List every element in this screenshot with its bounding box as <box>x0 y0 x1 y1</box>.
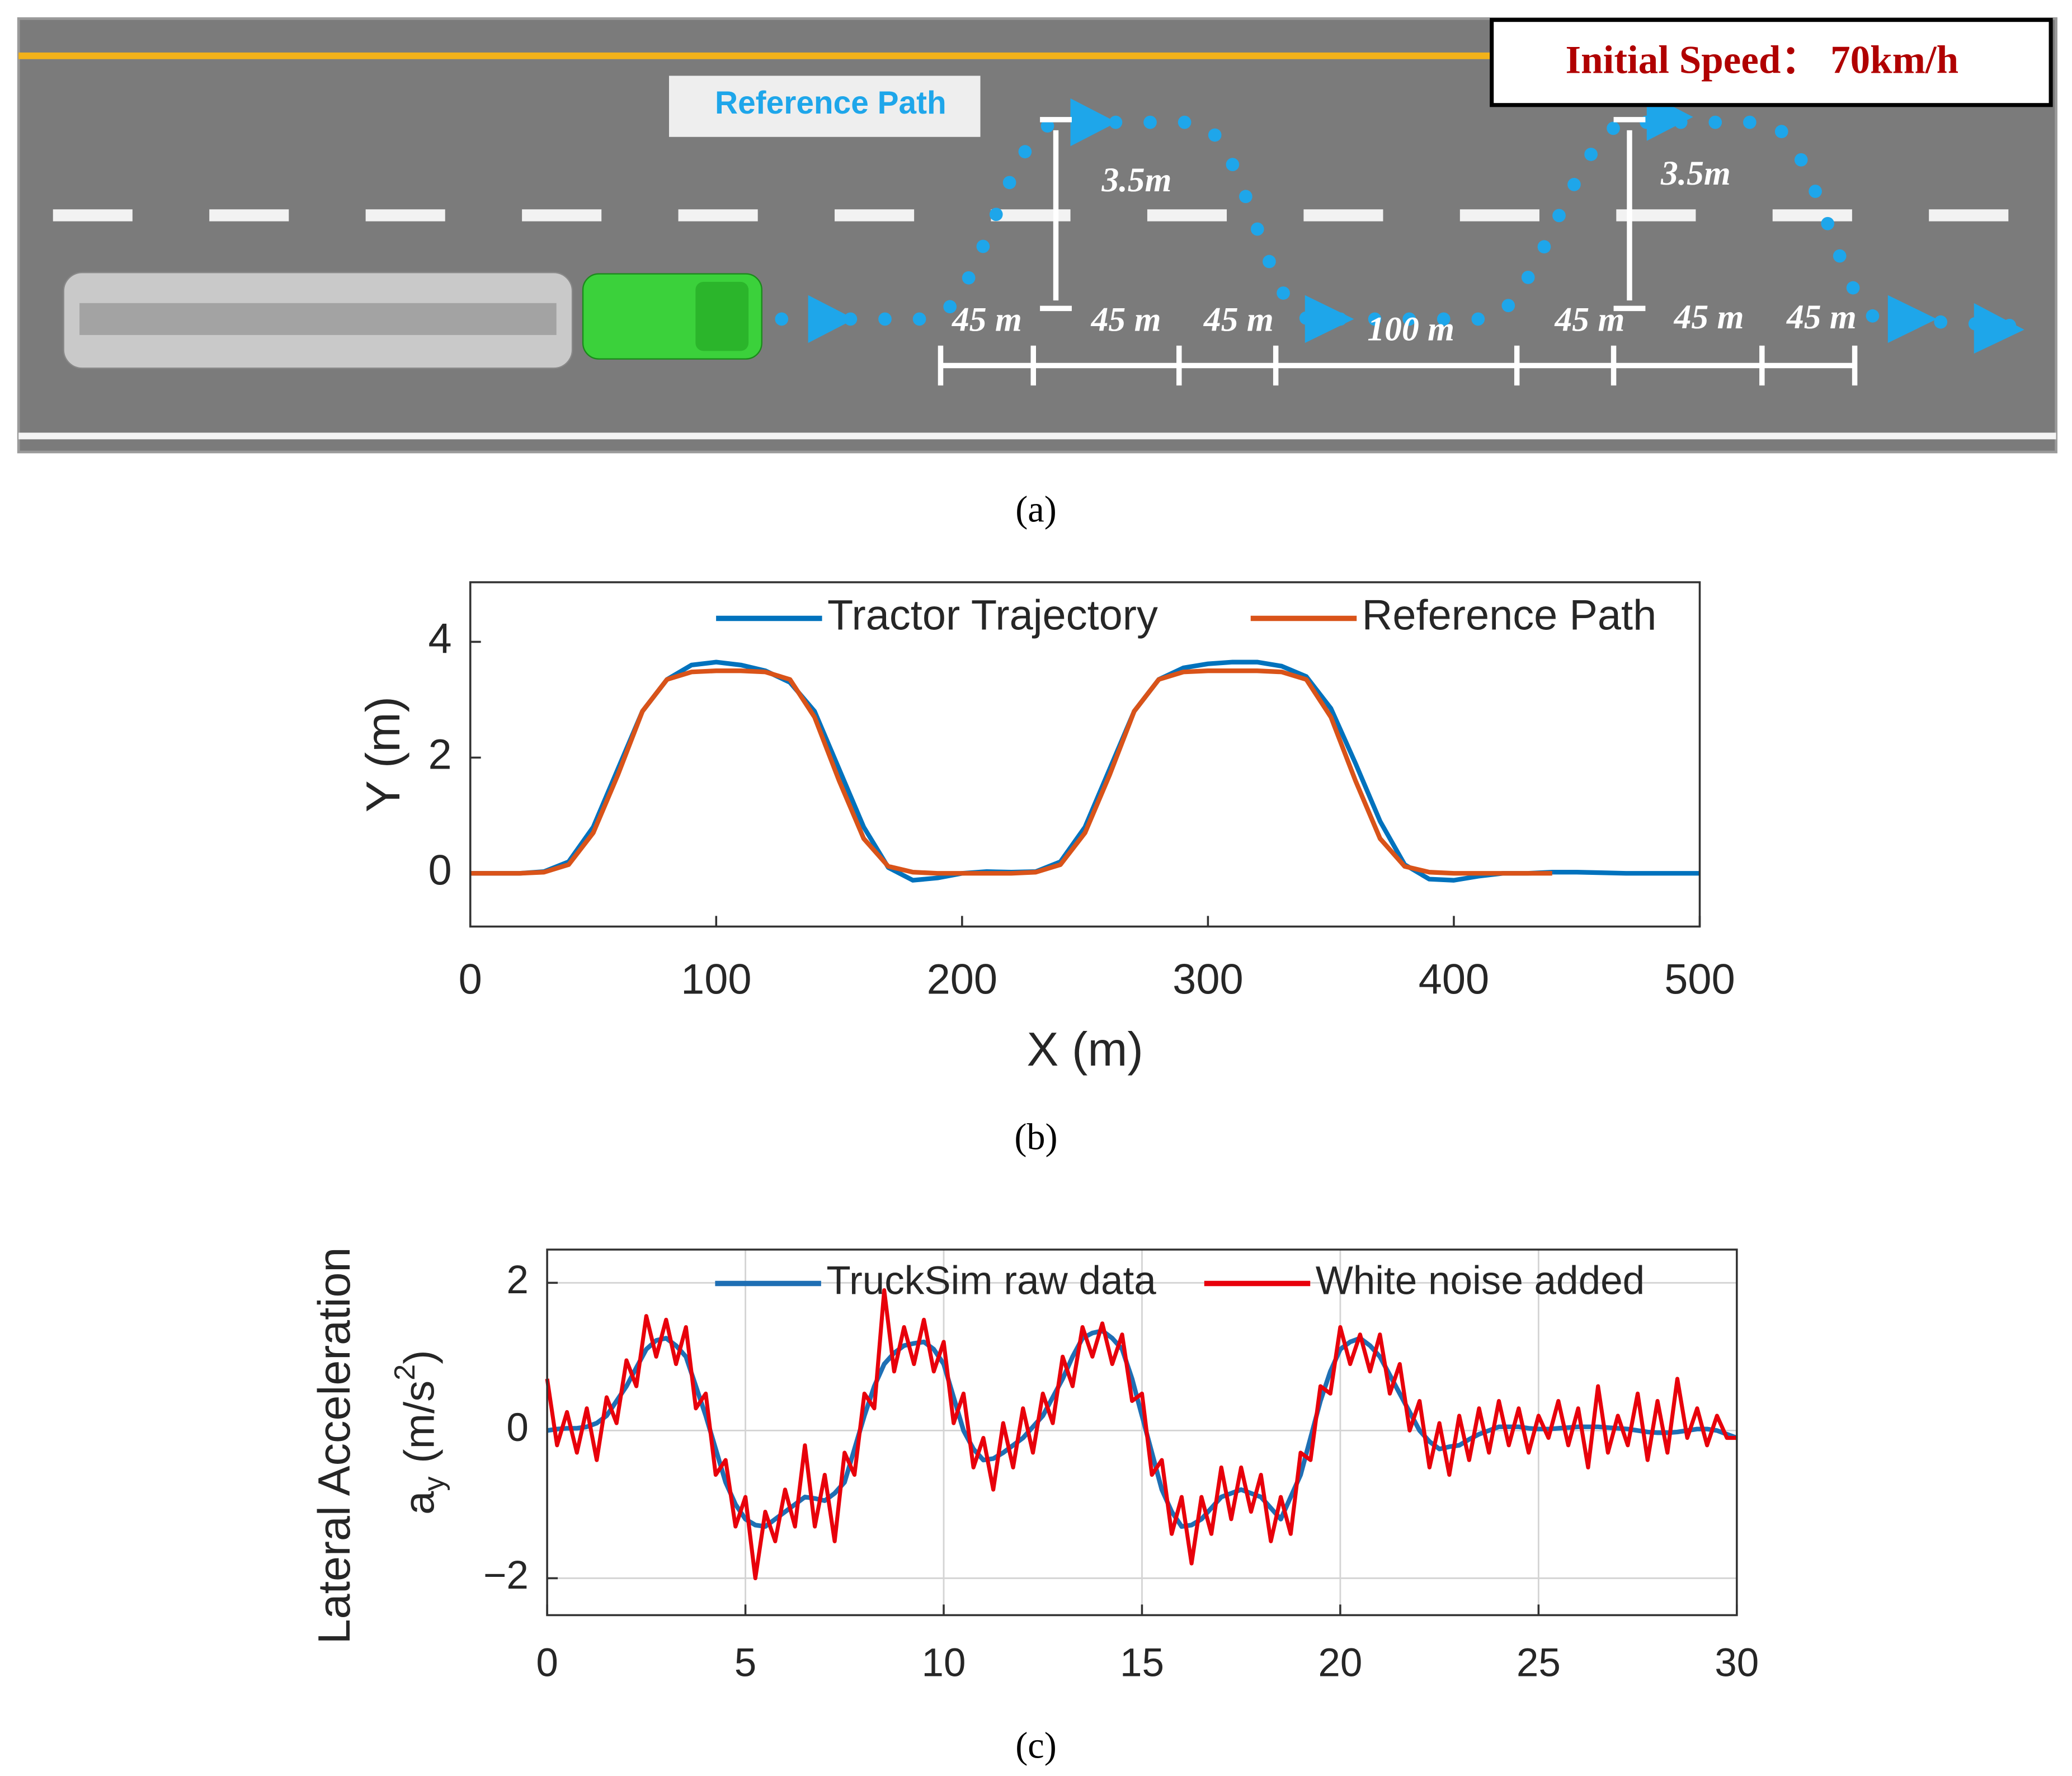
distance-ticks <box>938 345 1858 386</box>
legend-label: White noise added <box>1316 1259 1645 1303</box>
y-axis-label: Y (m) <box>357 696 410 812</box>
y-tick-label: 4 <box>428 615 451 662</box>
plot-area <box>470 582 1700 927</box>
y-label-unit: (m/s <box>396 1381 444 1463</box>
path-arrow <box>1305 295 1354 343</box>
y-tick-label: −2 <box>483 1553 529 1598</box>
path-arrow <box>1070 98 1117 147</box>
caption: (a) <box>1015 489 1057 530</box>
caption: (b) <box>1014 1117 1057 1157</box>
axes-box <box>546 1249 1738 1617</box>
distance-label: 45 m <box>952 301 1022 339</box>
series-line <box>547 1328 1738 1529</box>
height-label: 3.5m <box>1101 161 1172 199</box>
distance-label: 45 m <box>1786 298 1857 336</box>
y-label-superscript: 2 <box>389 1364 421 1381</box>
x-tick-label: 300 <box>1172 955 1243 1003</box>
y-label-unit-end: ) <box>396 1350 444 1364</box>
speed-label: Initial Speed： 70km/h <box>1566 38 1959 82</box>
path-arrow <box>1887 295 1937 343</box>
axes-box <box>469 581 1701 928</box>
path-arrow <box>808 295 855 343</box>
chart: 0 100 200 300 400 500 0 2 4 X (m) Y (m) Tractor Tra… <box>357 581 1735 1076</box>
x-tick-label: 15 <box>1120 1641 1164 1685</box>
caption: (c) <box>1015 1726 1057 1766</box>
x-tick-label: 400 <box>1419 955 1489 1003</box>
y-tick-label: 0 <box>428 846 451 894</box>
distance-label: 45 m <box>1555 301 1625 339</box>
dimension-labels: 3.5m 3.5m 45 m 45 m 45 m 100 m 45 m 45 m… <box>952 154 1857 348</box>
y-axis-label: Lateral Acceleration <box>309 1247 360 1645</box>
y-axis-unit: ay (m/s2) <box>389 1350 450 1514</box>
distance-label: 45 m <box>1203 301 1274 339</box>
legend-label: Reference Path <box>1362 592 1657 639</box>
x-tick-label: 10 <box>921 1641 966 1685</box>
distance-label: 100 m <box>1367 310 1454 348</box>
cab-roof <box>695 281 749 351</box>
x-axis-label: X (m) <box>1026 1023 1143 1076</box>
x-tick-label: 200 <box>927 955 997 1003</box>
x-tick-label: 0 <box>536 1641 558 1685</box>
speed-box <box>1490 18 2053 107</box>
series-line <box>545 1288 1737 1580</box>
reference-label-box <box>668 76 981 137</box>
x-tick-label: 20 <box>1318 1641 1362 1685</box>
distance-label: 45 m <box>1674 298 1744 336</box>
distance-label: 45 m <box>1091 301 1161 339</box>
y-label-subscript: y <box>418 1476 450 1491</box>
x-tick-label: 5 <box>734 1641 757 1685</box>
height-label: 3.5m <box>1660 154 1731 192</box>
y-label-symbol: a <box>396 1491 444 1515</box>
x-tick-label: 30 <box>1715 1641 1759 1685</box>
road-border <box>17 17 2057 454</box>
x-tick-label: 0 <box>459 955 482 1003</box>
x-tick-label: 25 <box>1517 1641 1561 1685</box>
dimensions <box>938 117 1858 386</box>
y-tick-label: 2 <box>506 1258 529 1302</box>
path-arrows <box>808 93 2024 354</box>
trailer-grid <box>79 303 557 335</box>
legend-label: TruckSim raw data <box>826 1259 1156 1303</box>
y-tick-label: 0 <box>506 1406 529 1450</box>
road-scene: Reference Path Initial Speed： 70km/h 3.5… <box>17 17 2057 454</box>
path-arrow <box>1974 303 2024 354</box>
x-tick-label: 100 <box>681 955 751 1003</box>
x-tick-label: 500 <box>1664 955 1735 1003</box>
reference-label: Reference Path <box>715 85 946 121</box>
series-line <box>470 668 1552 876</box>
legend-label: Tractor Trajectory <box>827 592 1158 639</box>
y-tick-label: 2 <box>428 731 451 778</box>
